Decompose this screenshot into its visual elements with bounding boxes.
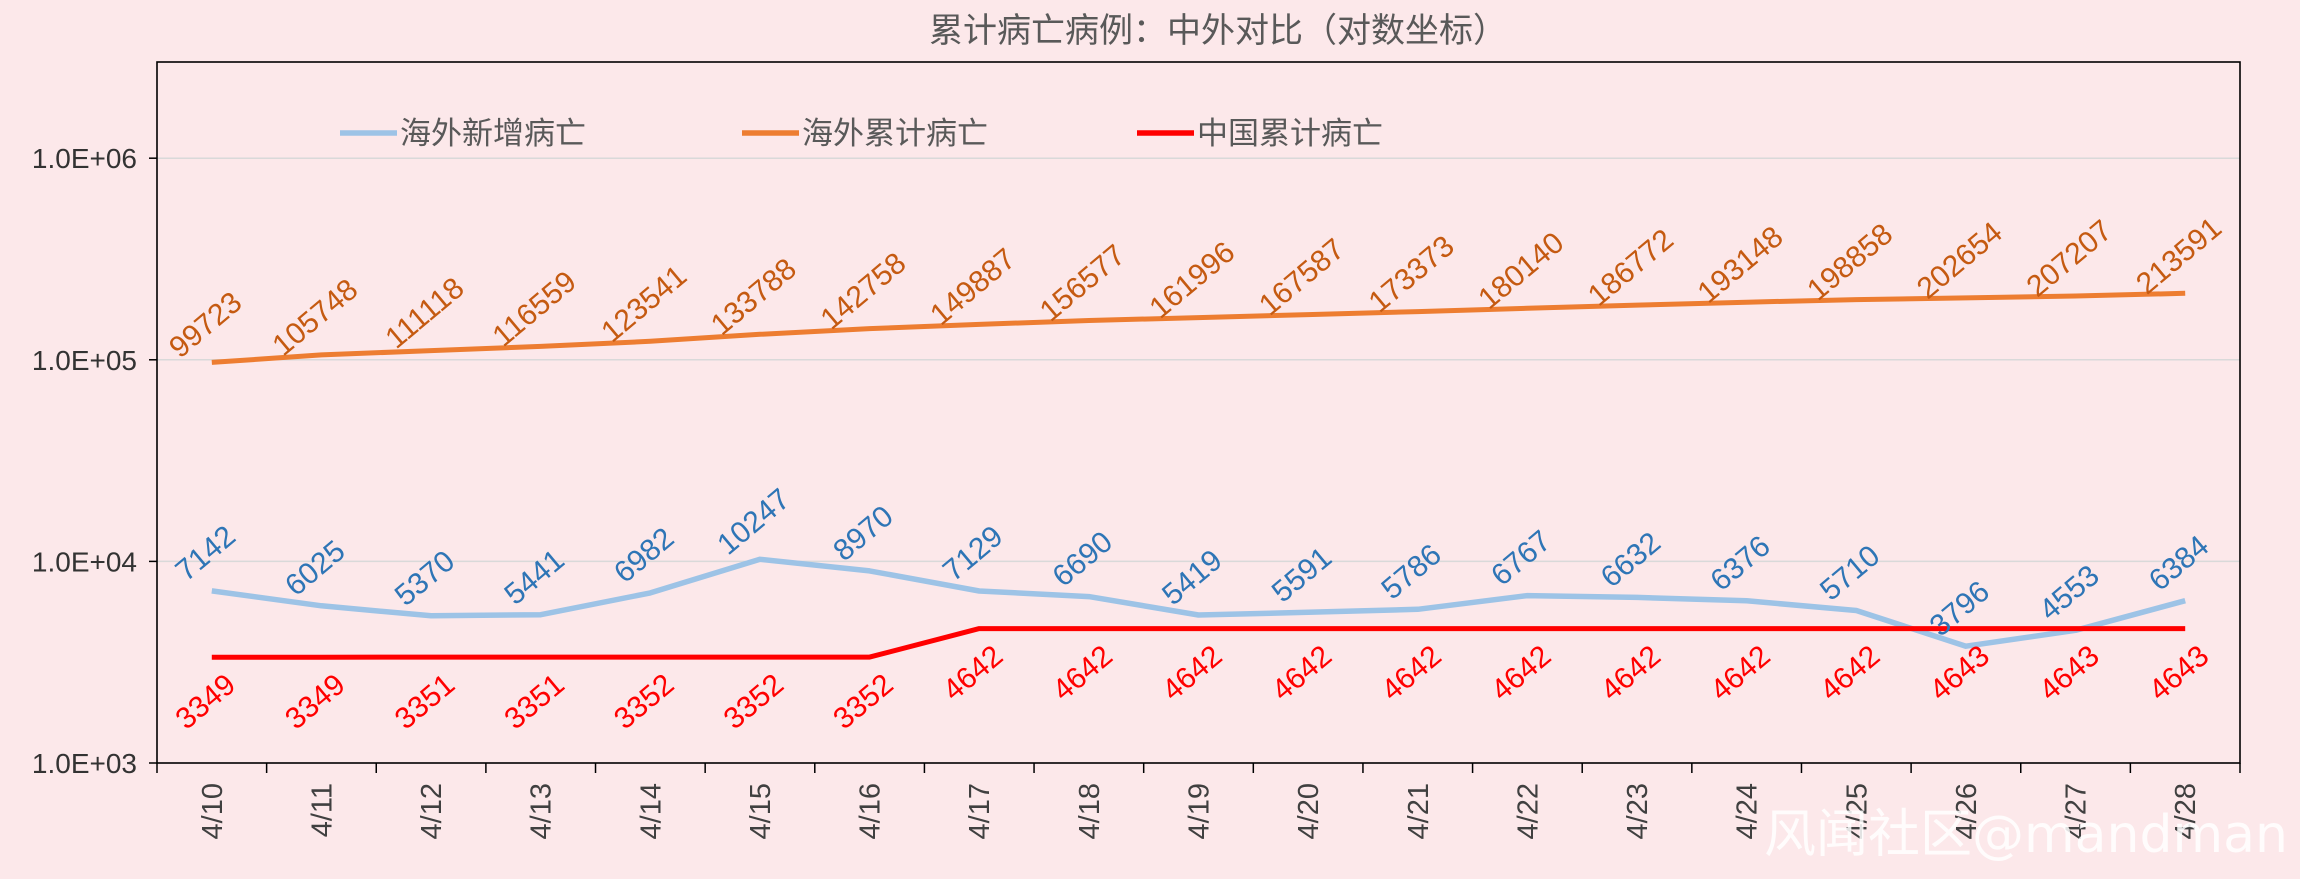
data-label-s1-4/26: 202654 xyxy=(1911,216,2009,306)
data-label-s1-4/25: 198858 xyxy=(1801,218,1899,308)
data-label-s0-4/25: 5710 xyxy=(1814,539,1886,607)
y-tick-label-1.0E+05: 1.0E+05 xyxy=(32,345,137,376)
x-tick-label-4/13: 4/13 xyxy=(526,783,558,839)
data-label-s0-4/26: 3796 xyxy=(1924,575,1996,643)
data-label-s2-4/14: 3352 xyxy=(608,668,680,736)
data-label-s1-4/23: 186772 xyxy=(1582,223,1680,313)
data-label-s0-4/23: 6632 xyxy=(1595,526,1667,594)
x-tick-label-4/20: 4/20 xyxy=(1293,783,1325,839)
data-label-s0-4/28: 6384 xyxy=(2143,529,2215,597)
data-label-s2-4/26: 4643 xyxy=(1924,639,1996,707)
data-label-s1-4/21: 173373 xyxy=(1363,230,1461,320)
data-label-s2-4/27: 4643 xyxy=(2033,639,2105,707)
x-tick-label-4/23: 4/23 xyxy=(1622,783,1654,839)
data-label-s2-4/24: 4642 xyxy=(1704,639,1776,707)
data-label-s1-4/10: 99723 xyxy=(163,286,248,365)
data-label-s0-4/17: 7129 xyxy=(937,520,1009,588)
data-label-s1-4/19: 161996 xyxy=(1143,235,1241,325)
data-label-s1-4/17: 149887 xyxy=(924,242,1022,332)
grid-lines xyxy=(157,157,2240,563)
data-label-s0-4/19: 5419 xyxy=(1156,544,1228,612)
series-line-1 xyxy=(211,290,2186,365)
data-label-s2-4/10: 3349 xyxy=(170,668,242,736)
y-tick-label-1.0E+03: 1.0E+03 xyxy=(32,748,137,779)
x-tick-label-4/14: 4/14 xyxy=(635,783,667,839)
data-label-s2-4/25: 4642 xyxy=(1814,639,1886,707)
y-tick-label-1.0E+06: 1.0E+06 xyxy=(32,143,137,174)
data-label-s2-4/20: 4642 xyxy=(1266,639,1338,707)
x-tick-label-4/16: 4/16 xyxy=(855,783,887,839)
x-tick-label-4/24: 4/24 xyxy=(1732,783,1764,839)
x-tick-label-4/28: 4/28 xyxy=(2170,783,2202,839)
legend-label-2: 中国累计病亡 xyxy=(1197,116,1383,152)
watermark: 风闻社区@mandman xyxy=(1764,805,2288,865)
data-label-s0-4/11: 6025 xyxy=(279,534,351,602)
data-label-s1-4/15: 133788 xyxy=(705,252,803,342)
data-label-s1-4/20: 167587 xyxy=(1253,232,1351,322)
y-tick-label-1.0E+04: 1.0E+04 xyxy=(32,546,137,577)
data-label-s0-4/14: 6982 xyxy=(608,521,680,589)
data-label-s2-4/21: 4642 xyxy=(1375,639,1447,707)
data-label-s2-4/12: 3351 xyxy=(389,668,461,736)
data-label-s2-4/22: 4642 xyxy=(1485,639,1557,707)
data-label-s0-4/10: 7142 xyxy=(170,519,242,587)
data-label-s2-4/11: 3349 xyxy=(279,668,351,736)
x-tick-label-4/10: 4/10 xyxy=(197,783,229,839)
data-label-s2-4/13: 3351 xyxy=(498,668,570,736)
x-tick-label-4/21: 4/21 xyxy=(1403,783,1435,839)
data-label-s2-4/17: 4642 xyxy=(937,639,1009,707)
series-line-0 xyxy=(211,556,2186,649)
chart-title: 累计病亡病例：中外对比（对数坐标） xyxy=(929,11,1507,51)
data-label-s1-4/18: 156577 xyxy=(1034,238,1132,328)
x-tick-label-4/11: 4/11 xyxy=(306,783,338,837)
data-label-s1-4/12: 111118 xyxy=(379,271,470,355)
data-label-s0-4/16: 8970 xyxy=(827,500,899,568)
data-label-s0-4/22: 6767 xyxy=(1485,524,1557,592)
data-label-s1-4/28: 213591 xyxy=(2130,211,2228,301)
x-tick-label-4/12: 4/12 xyxy=(416,783,448,839)
data-label-s1-4/24: 193148 xyxy=(1692,220,1790,310)
data-label-s0-4/18: 6690 xyxy=(1047,525,1119,593)
data-label-s0-4/13: 5441 xyxy=(498,543,570,611)
axes: 1.0E+03 1.0E+04 1.0E+05 1.0E+06 4/10 4/11 4/12… xyxy=(32,61,2241,839)
x-tick-label-4/17: 4/17 xyxy=(964,783,996,839)
x-tick-label-4/19: 4/19 xyxy=(1184,783,1216,839)
legend: 海外新增病亡 海外累计病亡 中国累计病亡 xyxy=(340,116,1383,152)
x-tick-label-4/22: 4/22 xyxy=(1512,783,1544,839)
data-label-s1-4/11: 105748 xyxy=(266,273,364,363)
x-tick-label-4/15: 4/15 xyxy=(745,783,777,839)
data-label-s1-4/16: 142758 xyxy=(815,247,913,337)
data-label-s0-4/12: 5370 xyxy=(389,544,461,612)
data-label-s0-4/21: 5786 xyxy=(1375,538,1447,606)
series-line-2 xyxy=(211,626,2186,660)
data-label-s2-4/18: 4642 xyxy=(1047,639,1119,707)
x-tick-label-4/27: 4/27 xyxy=(2061,783,2093,839)
plot-area-border xyxy=(156,61,2241,764)
x-tick-label-4/18: 4/18 xyxy=(1074,783,1106,839)
data-label-s2-4/16: 3352 xyxy=(827,668,899,736)
data-label-s2-4/15: 3352 xyxy=(718,668,790,736)
data-label-s0-4/20: 5591 xyxy=(1266,541,1338,609)
legend-label-0: 海外新增病亡 xyxy=(400,116,586,152)
data-label-s0-4/24: 6376 xyxy=(1704,529,1776,597)
x-tick-label-4/25: 4/25 xyxy=(1841,783,1873,839)
data-label-s0-4/27: 4553 xyxy=(2033,559,2105,627)
data-label-s1-4/27: 207207 xyxy=(2020,214,2118,304)
data-label-s0-4/15: 10247 xyxy=(711,483,796,562)
data-label-s1-4/13: 116559 xyxy=(487,265,583,353)
x-tick-label-4/26: 4/26 xyxy=(1951,783,1983,839)
data-label-s2-4/28: 4643 xyxy=(2143,639,2215,707)
series-lines xyxy=(211,290,2186,660)
data-label-s2-4/19: 4642 xyxy=(1156,639,1228,707)
legend-label-1: 海外累计病亡 xyxy=(802,116,988,152)
data-label-s2-4/23: 4642 xyxy=(1595,639,1667,707)
data-label-s1-4/22: 180140 xyxy=(1472,226,1570,316)
data-label-s1-4/14: 123541 xyxy=(595,259,693,349)
